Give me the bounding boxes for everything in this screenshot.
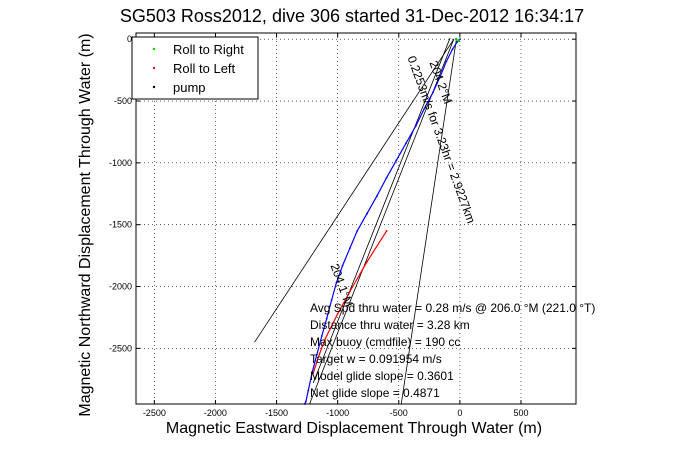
stats-annotation-line: Max buoy (cmdfile) = 190 cc: [310, 335, 460, 349]
stats-annotation-line: Target w = 0.091954 m/s: [310, 352, 442, 366]
course-line: [312, 37, 451, 384]
x-axis-label: Magnetic Eastward Displacement Through W…: [166, 420, 542, 437]
data-point: [356, 230, 359, 232]
data-point: [432, 91, 434, 94]
legend-label: Roll to Left: [173, 61, 236, 76]
data-point: [366, 260, 368, 263]
x-tick-label: -2500: [143, 408, 166, 418]
data-point: [451, 48, 454, 50]
data-point: [439, 75, 442, 78]
plot-frame: [135, 32, 577, 405]
trajectory-line: [304, 38, 461, 405]
y-tick-label: 0: [127, 34, 132, 44]
data-point: [316, 353, 318, 356]
course-line: [254, 38, 455, 343]
legend: Roll to Right Roll to Left pump: [131, 36, 259, 100]
chart-title: SG503 Ross2012, dive 306 started 31-Dec-…: [120, 6, 584, 26]
stats-annotation-line: Distance thru water = 3.28 km: [310, 318, 470, 332]
roll-right-marker: [457, 39, 460, 42]
data-point: [341, 264, 344, 267]
legend-marker: [152, 66, 156, 70]
y-tick-label: -500: [114, 96, 132, 106]
y-tick-label: -2000: [109, 282, 132, 292]
data-point: [335, 281, 338, 284]
stats-annotation-line: Model glide slope = 0.3601: [310, 369, 454, 383]
data-point: [330, 299, 333, 301]
data-point: [312, 372, 315, 374]
data-series: [303, 37, 461, 405]
x-axis-ticks: -2500 -2000 -1500 -1000 -500 0 500: [143, 33, 529, 418]
data-point: [320, 335, 323, 337]
data-point: [336, 312, 339, 315]
x-tick-label: 0: [457, 408, 462, 418]
course-labels: 0.2253m/s for 3.23hr = 2.9227km204.2°M20…: [328, 54, 479, 309]
y-tick-label: -1000: [109, 158, 132, 168]
data-point: [307, 389, 310, 392]
data-point: [395, 159, 398, 162]
course-line: [400, 40, 457, 405]
legend-marker: [152, 85, 156, 89]
data-point: [385, 230, 388, 232]
stats-annotation-line: Net glide slope = 0.4871: [310, 386, 440, 400]
data-point: [325, 317, 328, 320]
x-tick-label: -500: [390, 408, 408, 418]
reference-lines: [254, 37, 457, 405]
x-tick-label: 500: [513, 408, 528, 418]
x-tick-label: -1500: [265, 408, 288, 418]
x-tick-label: -1000: [326, 408, 349, 418]
data-point: [366, 212, 368, 215]
data-point: [405, 142, 407, 145]
y-axis-label: Magnetic Northward Displacement Through …: [77, 33, 94, 416]
data-point: [318, 353, 321, 356]
legend-label: Roll to Right: [173, 42, 244, 57]
data-point: [423, 107, 426, 110]
data-point: [375, 195, 378, 198]
data-point: [305, 400, 307, 403]
legend-label: pump: [173, 80, 206, 95]
legend-marker: [152, 47, 156, 51]
stats-annotation-line: Avg Spd thru water = 0.28 m/s @ 206.0 °M…: [310, 301, 595, 315]
data-point: [415, 124, 417, 127]
data-point: [445, 60, 448, 63]
y-tick-label: -1500: [109, 220, 132, 230]
data-point: [349, 290, 351, 293]
stats-annotations: Avg Spd thru water = 0.28 m/s @ 206.0 °M…: [310, 301, 595, 400]
data-point: [349, 247, 351, 250]
data-point: [385, 176, 388, 179]
data-point: [324, 337, 327, 340]
y-tick-label: -2500: [109, 343, 132, 353]
course-line: [309, 39, 455, 405]
roll-right-marker: [454, 37, 458, 41]
x-tick-label: -2000: [204, 408, 227, 418]
